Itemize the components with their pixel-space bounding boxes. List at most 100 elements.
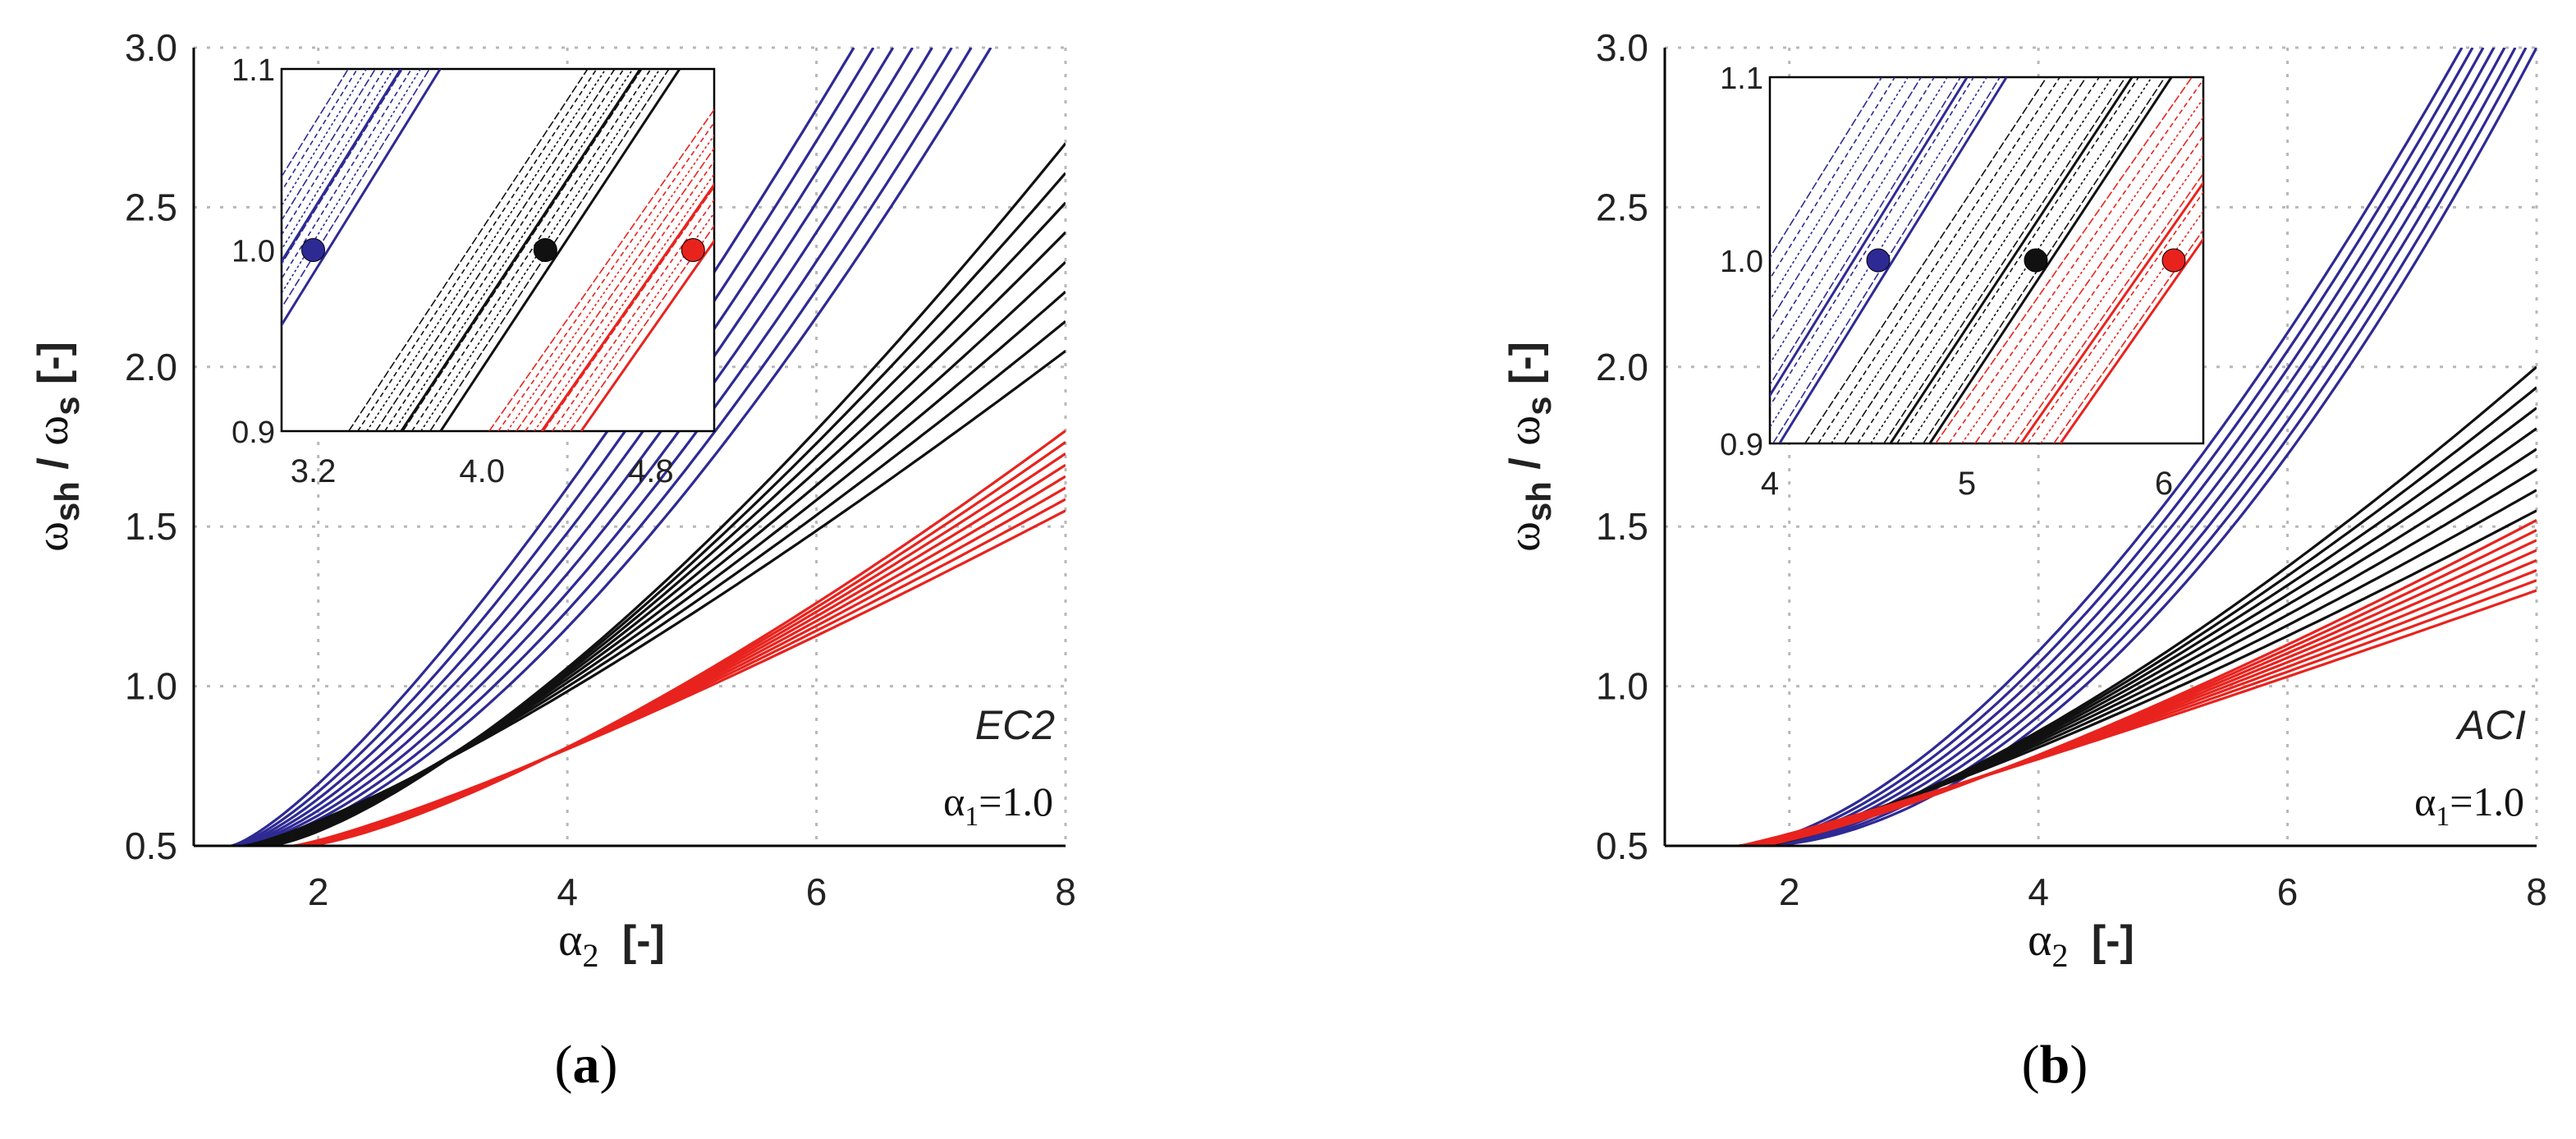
y-tick-label: 2.0	[1596, 346, 1648, 388]
inset-y-tick-label: 1.1	[231, 53, 275, 88]
inset-line-black	[357, 69, 598, 431]
inset-line-black	[1889, 77, 2134, 443]
panel-a: 0.5 1.0 1.5 2.0 2.5 3.0 2 4 6 8 α2 [-] ωsh / ωs [-]…	[27, 26, 1076, 1095]
x-tick-label: 8	[1055, 870, 1076, 913]
inset-x-tick-label: 4	[1761, 466, 1779, 502]
inset-line-black	[1857, 77, 2100, 443]
series-line-blue	[237, 48, 933, 846]
panel-caption: (a)	[555, 1035, 618, 1095]
code-label: EC2	[975, 702, 1055, 748]
inset-lines	[1770, 77, 2203, 443]
series-line-blue	[231, 48, 855, 846]
series-line-black	[268, 142, 1066, 846]
inset-marker-black	[2024, 248, 2048, 273]
inset-y-tick-label: 0.9	[1720, 428, 1763, 462]
inset-line-red	[1987, 135, 2203, 443]
inset-line-red	[2059, 237, 2203, 443]
inset-line-red	[1961, 97, 2203, 443]
inset: 0.9 1.0 1.1 4 5 6	[1720, 62, 2205, 502]
y-tick-label: 1.5	[1596, 505, 1648, 548]
y-tick-label: 0.5	[1596, 824, 1648, 867]
inset-line-blue	[282, 69, 403, 266]
y-tick-label: 1.0	[125, 665, 177, 708]
inset-line-red	[488, 108, 714, 431]
inset-line-red	[2027, 191, 2203, 443]
inset-line-black	[393, 69, 634, 431]
x-tick-label: 6	[806, 870, 827, 913]
inset-marker-black	[533, 238, 557, 262]
inset-y-tick-label: 1.0	[231, 235, 275, 269]
x-tick-label: 4	[557, 870, 578, 913]
inset-x-tick-label: 3.2	[291, 453, 337, 489]
y-tick-label: 1.0	[1596, 665, 1648, 708]
alpha1-annotation: α1=1.0	[2414, 778, 2524, 832]
inset-line-black	[400, 69, 642, 431]
code-label: ACI	[2455, 702, 2526, 748]
series-line-blue	[241, 48, 973, 846]
inset-line-black	[1909, 77, 2152, 443]
series-line-blue	[236, 48, 914, 846]
x-axis-label: α2 [-]	[558, 915, 665, 974]
series-line-blue	[240, 48, 953, 846]
inset-line-blue	[282, 69, 385, 237]
inset-x-tick-label: 6	[2155, 466, 2173, 502]
inset-line-red	[1948, 78, 2203, 443]
inset-line-black	[1883, 77, 2126, 443]
inset-line-black	[375, 69, 616, 431]
inset-marker-red	[681, 238, 705, 262]
inset-line-black	[1844, 77, 2087, 443]
inset-line-red	[543, 186, 714, 431]
series-line-red	[1758, 518, 2537, 846]
x-tick-label: 6	[2277, 870, 2299, 913]
x-tick-label: 4	[2028, 870, 2049, 913]
inset-line-black	[1831, 77, 2074, 443]
x-tick-label: 2	[308, 870, 329, 913]
inset-y-tick-label: 1.0	[1720, 245, 1763, 279]
inset-line-black	[366, 69, 607, 431]
series-line-blue	[243, 48, 992, 846]
inset-marker-red	[2161, 248, 2186, 273]
inset-line-red	[2019, 181, 2203, 443]
inset-line-black	[1896, 77, 2139, 443]
inset-line-black	[1870, 77, 2113, 443]
inset-line-black	[1817, 77, 2060, 443]
y-axis-label: ωsh / ωs [-]	[27, 342, 86, 552]
series-line-blue	[232, 48, 875, 846]
series-line-blue	[1739, 48, 2464, 846]
inset-line-blue	[282, 69, 358, 193]
y-tick-label: 0.5	[125, 824, 177, 867]
x-tick-label: 8	[2526, 870, 2547, 913]
series-line-blue	[1755, 48, 2528, 846]
inset-line-black	[348, 69, 589, 431]
inset-marker-blue	[1866, 248, 1891, 273]
curves	[1739, 48, 2537, 846]
inset-line-blue	[282, 69, 430, 310]
inset-x-tick-label: 5	[1958, 466, 1976, 502]
series-line-black	[264, 172, 1066, 846]
inset-line-blue	[282, 69, 442, 328]
inset-line-blue	[282, 69, 394, 251]
y-axis-label: ωsh / ωs [-]	[1499, 342, 1558, 552]
series-line-blue	[1742, 48, 2474, 846]
y-tick-label: 3.0	[125, 26, 177, 69]
inset-line-blue	[282, 69, 412, 280]
inset-line-blue	[1770, 77, 1895, 281]
inset-line-black	[1928, 77, 2173, 443]
inset-line-blue	[1778, 77, 2008, 443]
inset-line-black	[439, 69, 681, 431]
inset-line-blue	[282, 69, 349, 178]
inset-line-blue	[1770, 77, 1961, 387]
inset-line-blue	[282, 69, 376, 222]
inset-line-blue	[1770, 77, 1922, 323]
inset-line-blue	[1770, 77, 1882, 259]
series-line-blue	[234, 48, 895, 846]
inset-line-black	[1804, 77, 2047, 443]
inset-y-tick-label: 0.9	[231, 416, 275, 450]
curves	[231, 48, 1066, 846]
inset-line-red	[540, 182, 714, 431]
x-axis-label: α2 [-]	[2028, 915, 2134, 974]
inset-line-blue	[1770, 77, 1969, 398]
inset-line-red	[580, 238, 714, 431]
alpha1-annotation: α1=1.0	[943, 778, 1053, 832]
inset-line-blue	[1770, 77, 1935, 344]
